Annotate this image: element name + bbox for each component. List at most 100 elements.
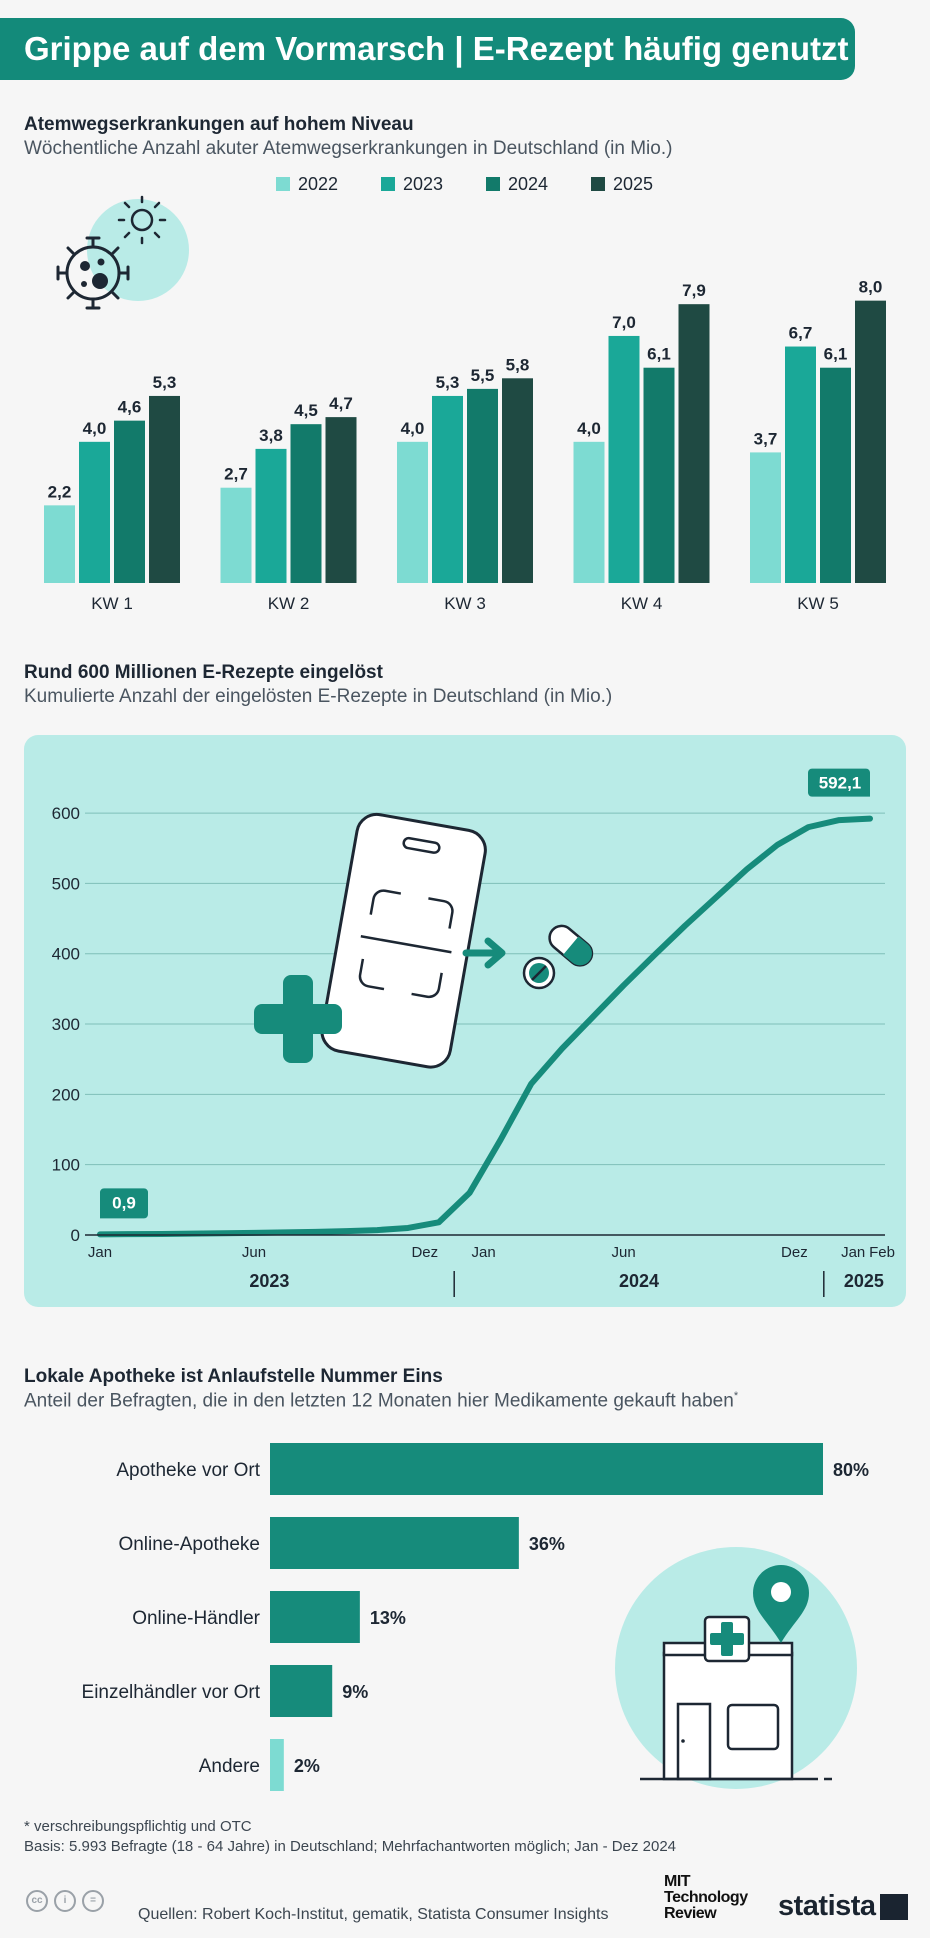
bar-2024-5 xyxy=(820,367,851,583)
y-tick-label: 500 xyxy=(52,874,80,893)
legend-swatch-2023 xyxy=(381,177,395,191)
legend-swatch-2025 xyxy=(591,177,605,191)
legend-swatch-2022 xyxy=(276,177,290,191)
bar-value-label: 7,9 xyxy=(682,281,706,300)
legend-label-2023: 2023 xyxy=(403,174,443,194)
section1-subtitle: Wöchentliche Anzahl akuter Atemwegserkra… xyxy=(24,138,673,159)
bar-2024-4 xyxy=(643,367,675,583)
x-tick-label: Jun xyxy=(242,1244,266,1261)
bar-value-label: 2,2 xyxy=(48,482,72,501)
statista-logo[interactable]: statista xyxy=(778,1890,876,1922)
bar-value-label: 5,5 xyxy=(471,366,495,385)
hbar-4 xyxy=(270,1665,333,1717)
bar-2022-3 xyxy=(397,441,428,583)
equals-icon: = xyxy=(82,1890,104,1912)
bar-2023-4 xyxy=(608,335,640,583)
location-pin-icon xyxy=(753,1565,809,1643)
x-tick-label: Jan xyxy=(88,1244,112,1261)
section2-title: Rund 600 Millionen E-Rezepte eingelöst xyxy=(24,662,383,683)
arrow-right-icon xyxy=(462,937,506,969)
bar-2023-3 xyxy=(432,395,463,583)
bar-value-label: 2,7 xyxy=(224,465,248,484)
pharmacy-hbar-chart: Apotheke vor Ort 80% Online-Apotheke 36% Onl… xyxy=(82,1443,869,1791)
year-label-2024: 2024 xyxy=(619,1271,659,1291)
bar-value-label: 6,1 xyxy=(824,345,848,364)
y-tick-label: 200 xyxy=(52,1085,80,1104)
footnote-mark: * xyxy=(733,1390,739,1402)
bar-value-label: 4,0 xyxy=(401,419,425,438)
hbar-value-label: 2% xyxy=(294,1756,320,1776)
hbar-value-label: 13% xyxy=(370,1608,406,1628)
cc-icon: cc xyxy=(26,1890,48,1912)
year-label-2023: 2023 xyxy=(249,1271,289,1291)
bar-2025-3 xyxy=(502,378,533,583)
footnote-basis: Basis: 5.993 Befragte (18 - 64 Jahre) in… xyxy=(24,1838,677,1855)
bar-2022-2 xyxy=(220,487,252,583)
hbar-value-label: 80% xyxy=(833,1460,869,1480)
x-tick-label: Jun xyxy=(612,1244,636,1261)
bar-2022-1 xyxy=(44,505,75,583)
legend-label-2024: 2024 xyxy=(508,174,548,194)
hbar-category-label: Online-Apotheke xyxy=(118,1534,260,1555)
bar-value-label: 3,7 xyxy=(754,429,778,448)
section2-subtitle: Kumulierte Anzahl der eingelösten E-Reze… xyxy=(24,686,613,707)
mit-technology-review-logo[interactable]: MIT Technology Review xyxy=(664,1873,748,1922)
category-label: KW 4 xyxy=(621,594,663,613)
erezept-line-chart: 0 100 200 300 400 500 600 0,9 592,1 Jan Jun Dez Ja… xyxy=(24,735,906,1307)
y-tick-label: 300 xyxy=(52,1015,80,1034)
pharmacy-building-icon xyxy=(615,1547,857,1789)
callout-start-label: 0,9 xyxy=(112,1193,136,1212)
bar-2024-2 xyxy=(290,424,322,583)
bar-value-label: 3,8 xyxy=(259,426,283,445)
hbar-category-label: Einzelhändler vor Ort xyxy=(82,1682,261,1703)
sun-icon xyxy=(117,195,167,245)
bar-2025-2 xyxy=(325,417,357,583)
callout-end-label: 592,1 xyxy=(819,774,862,793)
statista-logo-mark xyxy=(880,1894,908,1920)
bar-value-label: 6,1 xyxy=(647,345,671,364)
bar-2023-1 xyxy=(79,441,110,583)
bar-value-label: 7,0 xyxy=(612,313,636,332)
bar-value-label: 4,6 xyxy=(118,398,142,417)
bar-2025-1 xyxy=(149,395,180,583)
bar-value-label: 5,3 xyxy=(436,373,460,392)
bar-value-label: 4,7 xyxy=(329,394,353,413)
y-tick-label: 600 xyxy=(52,804,80,823)
bar-2024-3 xyxy=(467,388,498,583)
legend-label-2025: 2025 xyxy=(613,174,653,194)
bar-value-label: 4,0 xyxy=(83,419,107,438)
medical-cross-icon xyxy=(254,975,342,1063)
section3-title: Lokale Apotheke ist Anlaufstelle Nummer … xyxy=(24,1366,443,1387)
callout-start-bubble xyxy=(100,1188,148,1219)
hbar-2 xyxy=(270,1517,519,1569)
callout-end-bubble xyxy=(808,768,870,807)
y-tick-label: 100 xyxy=(52,1156,80,1175)
license-icons[interactable]: cc i = xyxy=(26,1890,104,1912)
chart-panel xyxy=(24,735,906,1307)
x-tick-label: Feb xyxy=(869,1244,895,1261)
sources-text: Quellen: Robert Koch-Institut, gematik, … xyxy=(138,1906,609,1923)
bar-2025-4 xyxy=(678,304,710,583)
y-tick-label: 400 xyxy=(52,945,80,964)
virus-icon xyxy=(56,199,189,310)
bar-2023-2 xyxy=(255,448,287,583)
category-label: KW 1 xyxy=(91,594,133,613)
hbar-3 xyxy=(270,1591,360,1643)
bar-2025-5 xyxy=(855,300,886,583)
hbar-category-label: Online-Händler xyxy=(132,1608,260,1629)
hbar-category-label: Andere xyxy=(199,1756,260,1777)
x-tick-label: Jan xyxy=(472,1244,496,1261)
pill-icon xyxy=(522,924,594,990)
hbar-value-label: 9% xyxy=(342,1682,368,1702)
bar-value-label: 4,0 xyxy=(577,419,601,438)
bar-value-label: 6,7 xyxy=(789,324,813,343)
hbar-category-label: Apotheke vor Ort xyxy=(116,1460,260,1481)
section3-subtitle: Anteil der Befragten, die in den letzten… xyxy=(24,1390,739,1412)
x-tick-label: Jan xyxy=(841,1244,865,1261)
legend-swatch-2024 xyxy=(486,177,500,191)
y-tick-label: 0 xyxy=(71,1226,80,1245)
page-title: Grippe auf dem Vormarsch | E-Rezept häuf… xyxy=(0,18,855,80)
bar-2023-5 xyxy=(785,346,816,583)
bar-2022-4 xyxy=(573,441,605,583)
bar-value-label: 4,5 xyxy=(294,401,318,420)
